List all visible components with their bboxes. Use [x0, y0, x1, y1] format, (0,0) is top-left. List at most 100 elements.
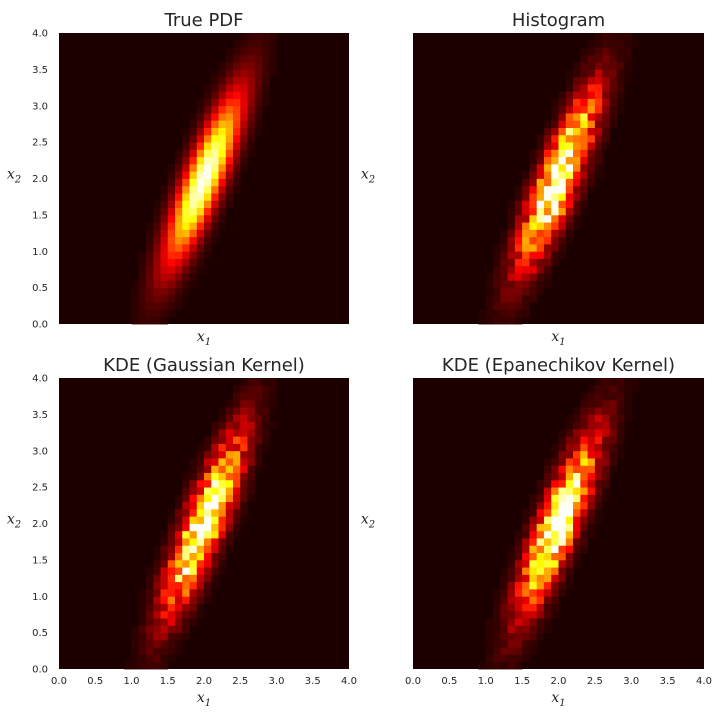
heatmap-cell [160, 610, 169, 619]
heatmap-cell [558, 98, 567, 107]
heatmap-cell [543, 207, 552, 216]
heatmap-cell [218, 214, 227, 223]
heatmap-cell [233, 69, 241, 78]
heatmap-cell [558, 214, 567, 223]
heatmap-cell [507, 280, 516, 289]
heatmap-cell [247, 62, 256, 70]
heatmap-cell [551, 200, 559, 208]
heatmap-cell [522, 273, 530, 281]
heatmap-cell [536, 632, 545, 641]
heatmap-cell [543, 487, 552, 495]
heatmap-cell [602, 113, 610, 121]
heatmap-cell [240, 127, 248, 136]
heatmap-cell [500, 618, 508, 626]
heatmap-cell [558, 494, 567, 503]
heatmap-cell [204, 523, 212, 532]
heatmap-cell [153, 200, 161, 208]
heatmap-cell [565, 98, 574, 107]
heatmap-cell [247, 414, 256, 423]
heatmap-cell [138, 302, 147, 310]
heatmap-cell [565, 487, 574, 495]
heatmap-cell [204, 178, 212, 187]
heatmap-cell [602, 33, 610, 41]
heatmap-cell [196, 127, 205, 136]
heatmap-cell [254, 392, 263, 401]
heatmap-cell [211, 222, 219, 230]
heatmap-cell [493, 647, 501, 655]
heatmap-cell [175, 559, 183, 568]
heatmap-cell [587, 47, 596, 56]
heatmap-cell [558, 479, 567, 488]
heatmap-cell [616, 47, 625, 56]
heatmap-cell [551, 243, 559, 252]
heatmap-cell [233, 516, 241, 524]
heatmap-cell [204, 142, 212, 150]
heatmap-cell [211, 134, 219, 143]
heatmap-cell [138, 258, 147, 267]
heatmap-cell [587, 487, 596, 495]
heatmap-cell [507, 552, 516, 561]
heatmap-cell [138, 618, 147, 626]
heatmap-cell [269, 54, 277, 63]
heatmap-cell [594, 105, 603, 114]
heatmap-cell [587, 91, 596, 99]
heatmap-cell [522, 508, 530, 517]
heatmap-cell [558, 243, 567, 252]
heatmap-cell [529, 222, 538, 230]
heatmap-cell [565, 581, 574, 590]
heatmap-cell [167, 538, 176, 546]
heatmap-cell [602, 458, 610, 466]
heatmap-cell [167, 280, 176, 289]
heatmap-cell [175, 207, 183, 216]
heatmap-cell [233, 428, 241, 437]
heatmap-cell [514, 552, 523, 561]
heatmap-cell [254, 465, 263, 473]
heatmap-cell [182, 472, 190, 481]
heatmap-cell [175, 647, 183, 655]
heatmap-cell [551, 258, 559, 267]
heatmap-cell [182, 538, 190, 546]
panel-2: Histogram x1 x2 [361, 10, 704, 348]
heatmap-cell [182, 134, 190, 143]
heatmap-cell [565, 538, 574, 546]
heatmap-cell [565, 178, 574, 187]
heatmap-cell [529, 236, 538, 245]
heatmap-cell [182, 552, 190, 561]
heatmap-cell [233, 105, 241, 114]
heatmap-cell [551, 98, 559, 107]
y-tick-label: 1.5 [32, 210, 48, 221]
heatmap-cell [551, 127, 559, 136]
heatmap-cell [543, 280, 552, 289]
heatmap-cell [522, 567, 530, 575]
heatmap-cell [182, 501, 190, 510]
heatmap-cell [500, 243, 508, 252]
heatmap-cell [138, 280, 147, 289]
heatmap-cell [594, 487, 603, 495]
heatmap-cell [189, 465, 198, 473]
heatmap-cell [551, 149, 559, 158]
heatmap-cell [580, 185, 589, 194]
heatmap-cell [507, 596, 516, 604]
heatmap-cell [536, 280, 545, 289]
heatmap-cell [594, 171, 603, 179]
heatmap-cell [182, 487, 190, 495]
heatmap-cell [602, 414, 610, 423]
heatmap-cell [602, 83, 610, 92]
heatmap-cell [522, 552, 530, 561]
heatmap-cell [240, 501, 248, 510]
heatmap-cell [522, 516, 530, 524]
heatmap-cell [580, 530, 589, 539]
heatmap-cell [551, 465, 559, 473]
heatmap-cell [189, 258, 198, 267]
panel-1: True PDF 0.0 0.5 1.0 1.5 2.0 2.5 3.0 3.5 4.0 x1 x2 [7, 10, 349, 348]
heatmap-cell [160, 625, 169, 634]
heatmap-cell [146, 309, 154, 318]
heatmap-cells [124, 378, 277, 670]
y-tick-label: 4.0 [32, 374, 48, 385]
heatmap-cell [175, 193, 183, 201]
heatmap-cell [131, 287, 140, 296]
heatmap-cell [616, 378, 625, 386]
heatmap-cell [233, 54, 241, 63]
heatmap-cell [233, 40, 241, 48]
heatmap-cell [218, 69, 227, 78]
